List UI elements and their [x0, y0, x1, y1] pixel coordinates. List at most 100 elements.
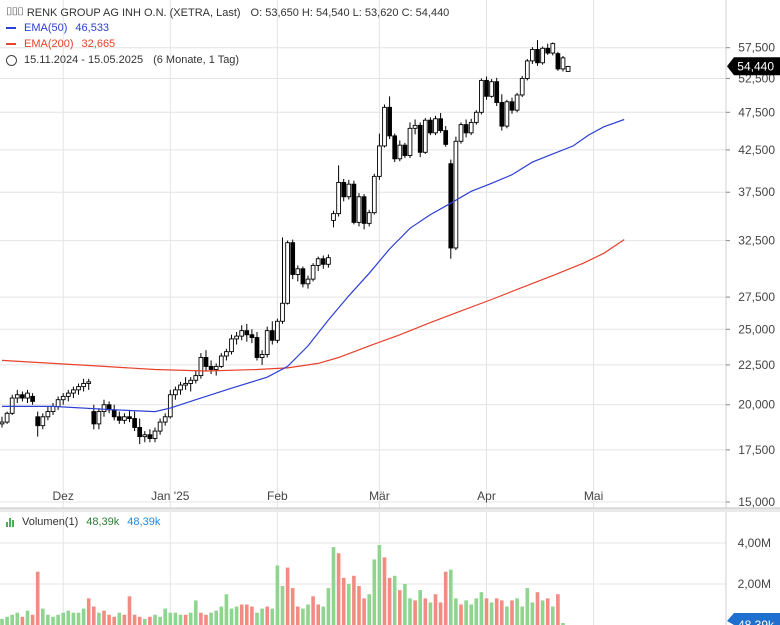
candle-body-up: [122, 416, 127, 421]
candle: [361, 194, 367, 230]
candle: [269, 321, 275, 345]
candle-body-down: [402, 144, 408, 156]
volume-bar: [61, 612, 65, 625]
volume-bar: [561, 622, 565, 625]
candle-body-down: [484, 79, 489, 97]
date-range[interactable]: 15.11.2024 - 15.05.2025 (6 Monate, 1 Tag…: [6, 54, 239, 66]
x-tick-label: Apr: [477, 489, 496, 503]
volume-bar: [520, 606, 524, 625]
candle-body-up: [489, 81, 494, 97]
volume-bar: [443, 571, 448, 625]
volume-value-2: 48,39k: [127, 516, 161, 528]
candle-body-up: [514, 94, 520, 111]
volume-bar: [56, 614, 60, 625]
candle: [183, 377, 188, 390]
candle-body-up: [377, 145, 382, 177]
candle-body-up: [65, 392, 71, 397]
candle-body-down: [341, 181, 347, 198]
last-price-tag: [727, 57, 780, 76]
volume-value-1: 48,39k: [86, 516, 120, 528]
candle-body-up: [50, 405, 56, 413]
candle-body-up: [9, 397, 15, 414]
volume-bar: [352, 575, 356, 625]
candle: [560, 56, 566, 72]
candle-body-down: [203, 357, 209, 367]
candle: [162, 413, 168, 426]
volume-bar: [326, 588, 331, 625]
candle-body-down: [443, 130, 449, 145]
candle: [137, 418, 143, 445]
candle-body-down: [535, 49, 540, 64]
candle: [0, 416, 5, 428]
candle-body-down: [463, 124, 469, 134]
candle-body-up: [173, 389, 178, 396]
candle: [142, 431, 148, 443]
candle-body-up: [397, 144, 403, 160]
candle: [254, 332, 260, 361]
candle-body-down: [438, 118, 443, 132]
candle: [535, 40, 540, 66]
volume-bar: [494, 598, 499, 625]
volume-bar: [367, 594, 371, 625]
candle: [356, 193, 362, 227]
y-tick-label: 27,500: [738, 290, 775, 304]
candle-body-up: [458, 124, 464, 142]
candle-body-up: [412, 124, 418, 129]
candle-body-up: [295, 268, 301, 275]
instrument-title: RENK GROUP AG INH O.N. (XETRA, Last): [26, 6, 241, 19]
candle-body-up: [264, 330, 270, 356]
volume-bar: [92, 606, 96, 625]
candle-body-down: [361, 196, 367, 224]
candle-body-up: [60, 395, 66, 401]
candle-body-up: [167, 394, 173, 418]
candle-body-up: [315, 258, 321, 266]
candle: [463, 119, 469, 138]
candle: [484, 76, 489, 100]
candle: [300, 266, 306, 288]
candle-body-up: [305, 278, 311, 285]
volume-bar: [153, 614, 157, 625]
volume-icon: [6, 517, 14, 527]
candle-body-down: [499, 102, 505, 127]
volume-bar: [204, 614, 208, 625]
volume-bar: [306, 604, 310, 625]
candle: [489, 79, 494, 98]
candle-body-up: [76, 386, 81, 391]
candle-body-up: [213, 365, 219, 370]
instrument-header: ⌷⌷⌷ RENK GROUP AG INH O.N. (XETRA, Last)…: [6, 6, 449, 19]
candle: [173, 386, 178, 400]
candle-body-up: [310, 264, 316, 280]
volume-tick-label: 4,00M: [738, 536, 771, 550]
volume-bar: [515, 598, 519, 625]
candle-body-up: [453, 140, 459, 249]
candle-body-down: [545, 47, 551, 54]
candle: [458, 122, 464, 144]
volume-bar: [20, 616, 25, 625]
last-volume-tag: [727, 613, 780, 625]
candle-body-up: [407, 127, 413, 156]
volume-bar: [199, 612, 203, 625]
volume-bar: [224, 594, 229, 625]
volume-legend[interactable]: Volumen(1) 48,39k 48,39k: [6, 516, 160, 528]
volume-bar: [102, 610, 106, 625]
ema200-value: 32,665: [81, 38, 116, 50]
candle-body-down: [448, 163, 454, 249]
candle: [35, 411, 41, 437]
candle: [550, 42, 556, 56]
ema50-legend[interactable]: EMA(50) 46,533: [6, 22, 109, 34]
candle: [244, 323, 250, 342]
candle: [71, 386, 76, 399]
candle-body-up: [433, 118, 438, 134]
volume-bar: [357, 586, 361, 625]
candle: [96, 408, 102, 430]
candle-body-up: [142, 434, 148, 438]
candle: [76, 383, 81, 395]
ema200-legend[interactable]: EMA(200) 32,665: [6, 38, 115, 50]
candle: [545, 43, 551, 55]
chart-type-icon[interactable]: ⌷⌷⌷: [6, 6, 24, 18]
candle-body-down: [392, 135, 398, 160]
candle: [55, 396, 61, 410]
candle: [65, 389, 71, 402]
candle: [509, 97, 515, 114]
